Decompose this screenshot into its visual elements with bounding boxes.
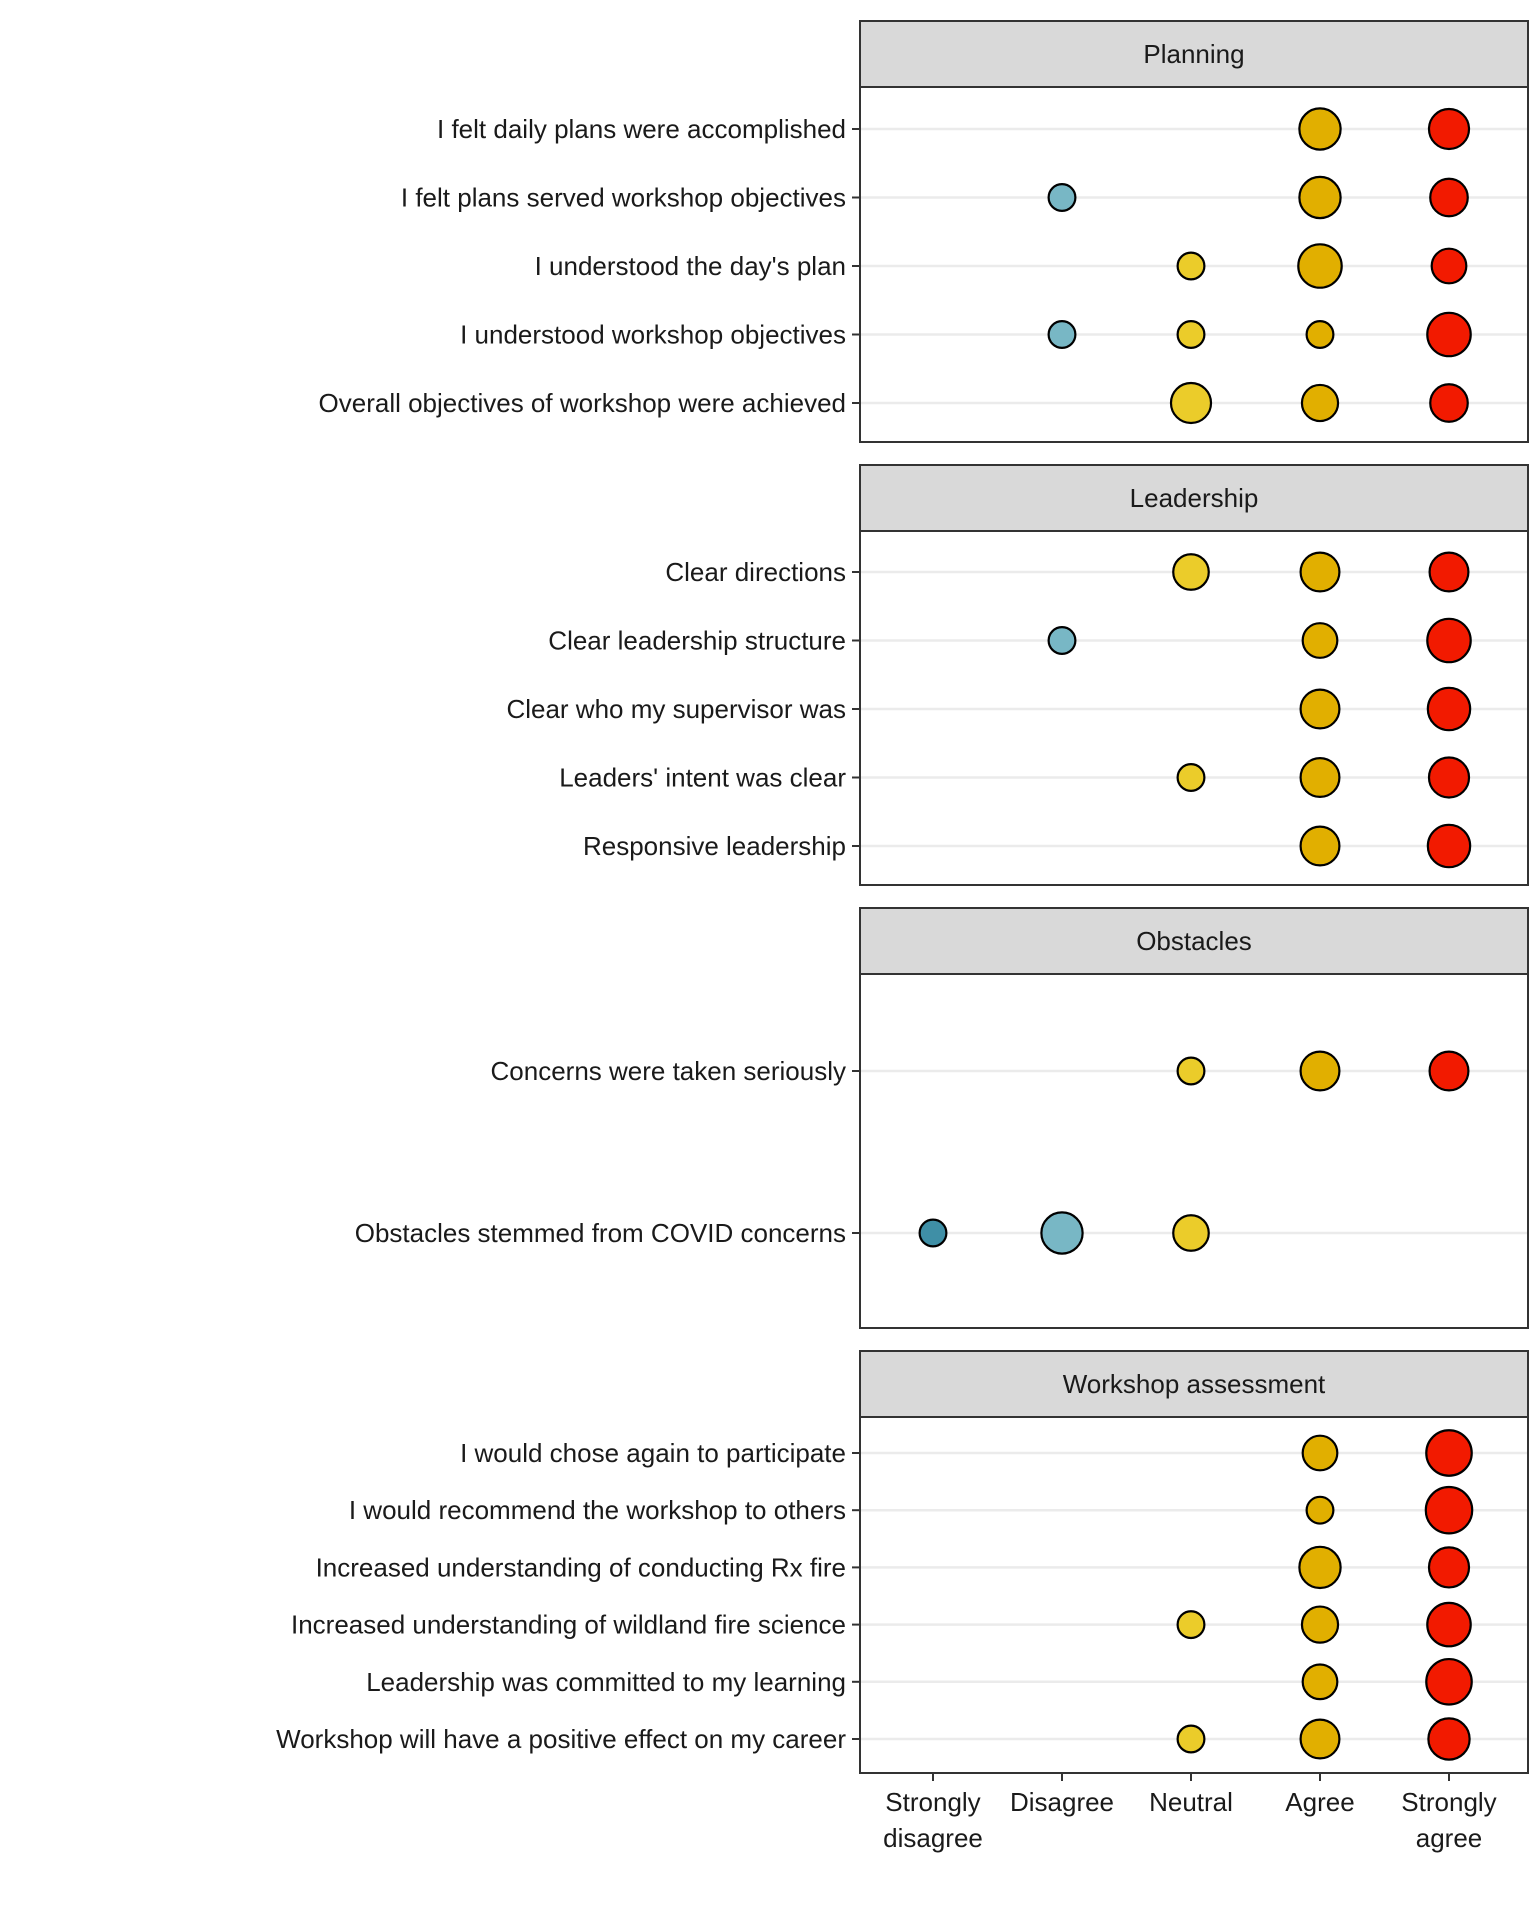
x-tick-label-line: agree bbox=[1416, 1823, 1483, 1853]
point-agree bbox=[1299, 756, 1341, 799]
x-tick-label: Strongly agree bbox=[1401, 1787, 1496, 1853]
x-tick-label-line: Strongly bbox=[1401, 1787, 1496, 1817]
x-tick-label-line: Strongly bbox=[885, 1787, 980, 1817]
x-tick-label: Agree bbox=[1285, 1787, 1354, 1817]
point-agree bbox=[1299, 825, 1341, 867]
panel-title: Planning bbox=[1143, 39, 1244, 69]
point-neutral bbox=[1176, 763, 1206, 792]
point-strongly-agree bbox=[1429, 177, 1469, 218]
point-agree bbox=[1299, 551, 1341, 593]
point-neutral bbox=[1176, 320, 1206, 349]
point-strongly-agree bbox=[1426, 823, 1472, 869]
panel-title: Workshop assessment bbox=[1063, 1369, 1326, 1399]
point-strongly-agree bbox=[1426, 686, 1472, 732]
point-disagree bbox=[1047, 626, 1077, 655]
row-label: Workshop will have a positive effect on … bbox=[276, 1724, 846, 1754]
row-label: I understood workshop objectives bbox=[460, 320, 846, 350]
row-label: Leaders' intent was clear bbox=[559, 763, 846, 793]
panel-border bbox=[859, 1416, 1529, 1774]
point-strongly-agree bbox=[1429, 383, 1469, 423]
point-agree bbox=[1305, 320, 1335, 349]
row-label: Clear directions bbox=[665, 557, 846, 587]
row-label: Leadership was committed to my learning bbox=[366, 1667, 846, 1697]
row-label: Increased understanding of conducting Rx… bbox=[316, 1552, 846, 1582]
point-strongly-agree bbox=[1428, 551, 1470, 593]
panel-leadership: Leadership Clear directions Clear leadersh… bbox=[506, 464, 1529, 886]
row-label: I would recommend the workshop to others bbox=[349, 1495, 846, 1525]
point-agree bbox=[1298, 1545, 1342, 1590]
point-disagree bbox=[1047, 320, 1077, 349]
panel-title: Obstacles bbox=[1136, 926, 1252, 956]
point-agree bbox=[1305, 1495, 1335, 1525]
point-neutral bbox=[1176, 1610, 1206, 1640]
x-tick-label-line: Disagree bbox=[1010, 1787, 1114, 1817]
panel-border bbox=[859, 973, 1529, 1329]
point-agree bbox=[1301, 622, 1339, 659]
x-tick-label: Disagree bbox=[1010, 1787, 1114, 1817]
point-strongly-agree bbox=[1424, 1485, 1474, 1535]
x-tick-label: Neutral bbox=[1149, 1787, 1233, 1817]
row-label: I felt plans served workshop objectives bbox=[401, 183, 846, 213]
panel-obstacles: Obstacles Concerns were taken seriously Ob… bbox=[355, 907, 1529, 1329]
point-agree bbox=[1300, 1605, 1340, 1644]
panel-workshop-assessment: Workshop assessment I would chose again t… bbox=[276, 1350, 1529, 1774]
row-label: Obstacles stemmed from COVID concerns bbox=[355, 1218, 846, 1248]
point-strongly-agree bbox=[1425, 1429, 1473, 1477]
panel-strip bbox=[859, 907, 1529, 975]
point-neutral bbox=[1176, 1724, 1206, 1754]
point-strongly-agree bbox=[1430, 247, 1468, 285]
point-agree bbox=[1299, 1718, 1341, 1760]
point-strongly-agree bbox=[1427, 107, 1471, 151]
point-disagree bbox=[1047, 183, 1077, 212]
x-tick-label: Strongly disagree bbox=[883, 1787, 983, 1853]
panel-strip bbox=[859, 464, 1529, 532]
row-label: I felt daily plans were accomplished bbox=[437, 114, 846, 144]
panel-title: Leadership bbox=[1130, 483, 1259, 513]
point-agree bbox=[1299, 1050, 1341, 1092]
panel-planning: Planning I felt daily plans were accompli… bbox=[319, 20, 1529, 443]
row-label: Overall objectives of workshop were achi… bbox=[319, 388, 846, 418]
point-agree bbox=[1300, 383, 1340, 423]
point-agree bbox=[1298, 107, 1342, 151]
point-agree bbox=[1299, 688, 1341, 730]
panel-border bbox=[859, 86, 1529, 443]
point-strongly-agree bbox=[1426, 311, 1472, 358]
point-disagree bbox=[1040, 1211, 1084, 1255]
point-neutral bbox=[1172, 553, 1210, 591]
point-strongly-agree bbox=[1425, 1657, 1473, 1706]
point-strongly-agree bbox=[1427, 1546, 1471, 1589]
point-neutral bbox=[1176, 1056, 1206, 1086]
panel-strip bbox=[859, 20, 1529, 88]
panel-strip bbox=[859, 1350, 1529, 1418]
row-label: Concerns were taken seriously bbox=[491, 1056, 847, 1086]
row-label: Responsive leadership bbox=[583, 831, 846, 861]
row-label: I understood the day's plan bbox=[535, 251, 846, 281]
x-tick-label-line: Neutral bbox=[1149, 1787, 1233, 1817]
row-label: Clear who my supervisor was bbox=[506, 694, 846, 724]
point-agree bbox=[1297, 243, 1343, 289]
row-label: I would chose again to participate bbox=[460, 1438, 846, 1468]
x-axis: Strongly disagree Disagree Neutral Agree Stro… bbox=[883, 1773, 1497, 1853]
row-label: Clear leadership structure bbox=[548, 626, 846, 656]
x-tick-label-line: disagree bbox=[883, 1823, 983, 1853]
point-strongly-agree bbox=[1428, 1050, 1470, 1092]
point-neutral bbox=[1176, 251, 1206, 281]
point-strongly-agree bbox=[1427, 1717, 1471, 1761]
point-strongly-disagree bbox=[918, 1218, 948, 1248]
point-strongly-agree bbox=[1426, 617, 1472, 664]
point-agree bbox=[1301, 1663, 1339, 1701]
point-agree bbox=[1298, 175, 1342, 220]
x-tick-label-line: Agree bbox=[1285, 1787, 1354, 1817]
point-neutral bbox=[1169, 381, 1213, 425]
panel-border bbox=[859, 530, 1529, 886]
point-strongly-agree bbox=[1426, 1601, 1472, 1648]
point-agree bbox=[1301, 1434, 1339, 1472]
point-strongly-agree bbox=[1427, 756, 1471, 799]
row-label: Increased understanding of wildland fire… bbox=[291, 1610, 846, 1640]
point-neutral bbox=[1172, 1214, 1210, 1252]
